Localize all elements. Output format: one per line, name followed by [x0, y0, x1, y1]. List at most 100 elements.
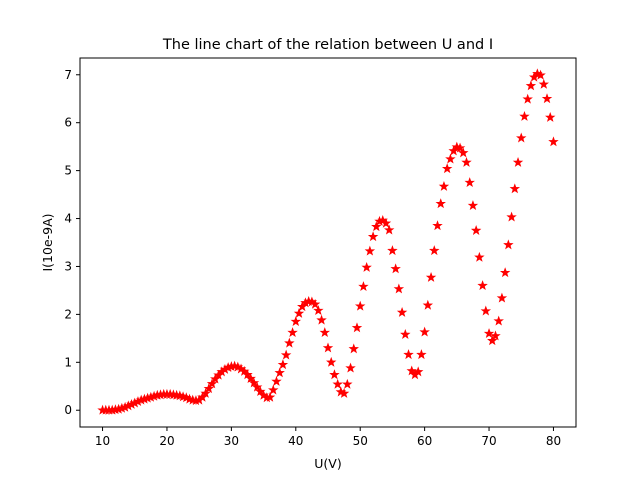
data-point: [371, 221, 382, 232]
data-point: [522, 93, 533, 104]
data-point: [458, 147, 469, 158]
data-point: [203, 383, 215, 394]
data-point: [338, 387, 350, 398]
data-point: [313, 305, 324, 315]
y-axis-label: I(10e-9A): [40, 213, 55, 271]
data-point: [535, 69, 546, 80]
data-point: [274, 367, 285, 378]
chart-title: The line chart of the relation between U…: [162, 37, 493, 53]
y-axis-ticks: 0 1 2 3 4 5 6 7: [64, 68, 80, 417]
data-point: [416, 349, 427, 360]
data-point: [412, 366, 424, 377]
data-point: [309, 298, 321, 309]
data-point: [242, 369, 253, 380]
data-point: [432, 220, 443, 231]
y-tick-label: 7: [64, 68, 72, 82]
y-tick-label: 5: [64, 164, 72, 178]
data-point: [245, 373, 256, 384]
y-tick-label: 0: [64, 403, 72, 417]
data-point: [493, 315, 504, 326]
data-point: [477, 280, 488, 291]
y-tick-label: 6: [64, 116, 72, 130]
data-point: [467, 200, 479, 211]
x-tick-label: 30: [224, 434, 239, 448]
data-point: [525, 80, 537, 91]
data-point: [474, 251, 485, 262]
data-point: [487, 335, 498, 346]
data-point: [326, 356, 337, 367]
data-point: [441, 163, 453, 174]
data-point: [461, 156, 472, 167]
data-point: [464, 177, 475, 188]
data-point: [293, 307, 305, 318]
data-point: [422, 299, 434, 310]
data-point: [387, 245, 398, 256]
data-point: [393, 283, 405, 294]
x-axis-ticks: 10 20 30 40 50 60 70 80: [95, 427, 561, 448]
data-point: [448, 145, 459, 156]
data-point: [470, 225, 482, 235]
data-point: [406, 365, 417, 376]
data-point: [251, 381, 263, 392]
data-point: [364, 245, 376, 256]
y-tick-label: 2: [64, 307, 72, 321]
data-point: [280, 349, 292, 360]
data-point: [454, 142, 466, 153]
data-point: [206, 378, 218, 389]
x-tick-label: 10: [95, 434, 110, 448]
data-point: [425, 272, 437, 282]
data-point: [342, 378, 353, 389]
data-point: [284, 337, 295, 348]
data-point: [480, 305, 492, 316]
data-point: [438, 180, 450, 191]
data-point: [503, 239, 514, 250]
x-axis-label: U(V): [314, 456, 341, 471]
data-point: [351, 322, 363, 333]
y-tick-label: 1: [64, 355, 72, 369]
data-point: [197, 391, 208, 402]
data-point: [396, 306, 408, 317]
data-point: [499, 267, 511, 278]
data-point: [383, 224, 395, 235]
data-point: [332, 378, 343, 389]
plot-frame: [79, 57, 577, 428]
data-point: [319, 327, 330, 338]
data-point: [445, 153, 456, 164]
data-point: [264, 391, 276, 402]
data-point: [322, 342, 334, 353]
data-point: [512, 156, 524, 167]
data-point: [316, 314, 327, 325]
data-point: [516, 132, 527, 143]
data-point: [348, 343, 359, 354]
data-point: [255, 386, 266, 396]
data-point: [271, 375, 282, 386]
data-point: [429, 245, 440, 256]
data-point: [268, 384, 279, 395]
data-point: [541, 93, 553, 104]
data-point: [290, 316, 302, 326]
data-point: [297, 301, 308, 312]
data-points: [97, 68, 559, 415]
data-point: [210, 373, 221, 384]
x-tick-label: 50: [353, 434, 368, 448]
y-tick-label: 3: [64, 259, 72, 273]
data-point: [329, 369, 340, 380]
data-point: [200, 387, 211, 398]
data-point: [354, 300, 366, 311]
data-point: [496, 292, 508, 303]
data-point: [400, 329, 411, 339]
data-point: [358, 281, 369, 292]
data-point: [277, 359, 289, 370]
x-tick-label: 20: [159, 434, 174, 448]
data-point: [519, 110, 530, 121]
data-point: [419, 326, 430, 337]
data-point: [545, 111, 556, 122]
data-point: [506, 211, 517, 222]
data-point: [490, 330, 501, 341]
x-tick-label: 60: [417, 434, 432, 448]
data-point: [548, 136, 559, 147]
data-point: [483, 328, 495, 338]
